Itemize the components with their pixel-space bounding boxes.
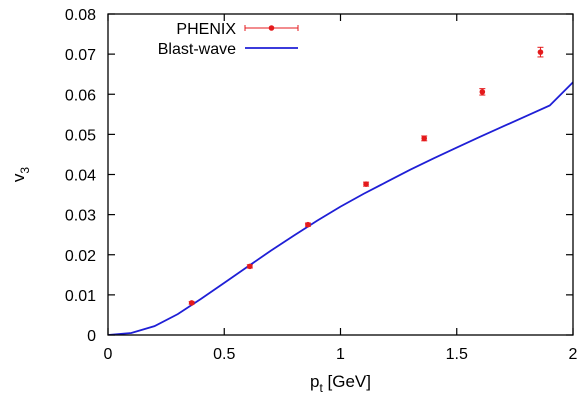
- y-axis-symbol: v: [9, 173, 28, 182]
- legend-swatch-phenix: [244, 25, 299, 31]
- series-line-blast-wave: [108, 81, 573, 335]
- y-tick-label: 0.06: [65, 87, 96, 104]
- data-point-phenix: [363, 181, 370, 187]
- y-tick-label: 0.04: [65, 168, 96, 185]
- axis-ticks: [107, 13, 574, 336]
- marker: [363, 181, 369, 187]
- x-axis-symbol: p: [310, 372, 319, 391]
- x-tick-label: 1.5: [446, 346, 468, 363]
- x-axis-title: pt [GeV]: [310, 372, 371, 395]
- marker: [479, 89, 486, 95]
- x-axis-unit: [GeV]: [323, 372, 371, 391]
- y-tick-label: 0.02: [65, 248, 96, 265]
- y-tick-label: 0.03: [65, 208, 96, 225]
- data-point-phenix: [479, 88, 486, 96]
- x-tick-label: 1: [336, 346, 345, 363]
- plot-frame: [107, 13, 574, 336]
- legend: PHENIX Blast-wave: [158, 21, 299, 58]
- x-tick-label: 2: [569, 346, 578, 363]
- marker: [188, 300, 195, 306]
- legend-marker: [268, 25, 275, 31]
- data-point-phenix: [537, 46, 544, 58]
- y-tick-label: 0.01: [65, 288, 96, 305]
- legend-label-blast-wave: Blast-wave: [158, 41, 236, 58]
- marker: [421, 135, 428, 142]
- marker: [537, 49, 544, 55]
- y-axis-title: v3: [9, 167, 32, 183]
- data-point-phenix: [304, 221, 311, 228]
- marker: [247, 263, 253, 270]
- data-point-phenix: [188, 300, 195, 306]
- x-tick-label: 0.5: [213, 346, 235, 363]
- legend-label-phenix: PHENIX: [176, 21, 236, 38]
- y-tick-labels: 0 0.01 0.02 0.03 0.04 0.05 0.06 0.07 0.08: [65, 7, 96, 345]
- x-axis-subscript: t: [319, 381, 323, 395]
- y-tick-label: 0.07: [65, 47, 96, 64]
- marker: [305, 221, 311, 228]
- y-tick-label: 0.05: [65, 127, 96, 144]
- data-point-phenix: [246, 263, 253, 270]
- series-layer: [108, 46, 573, 335]
- y-tick-label: 0: [87, 328, 96, 345]
- data-point-phenix: [421, 135, 428, 142]
- x-tick-labels: 0 0.5 1 1.5 2: [104, 346, 578, 363]
- x-tick-label: 0: [104, 346, 113, 363]
- y-tick-label: 0.08: [65, 7, 96, 24]
- y-axis-subscript: 3: [18, 167, 32, 174]
